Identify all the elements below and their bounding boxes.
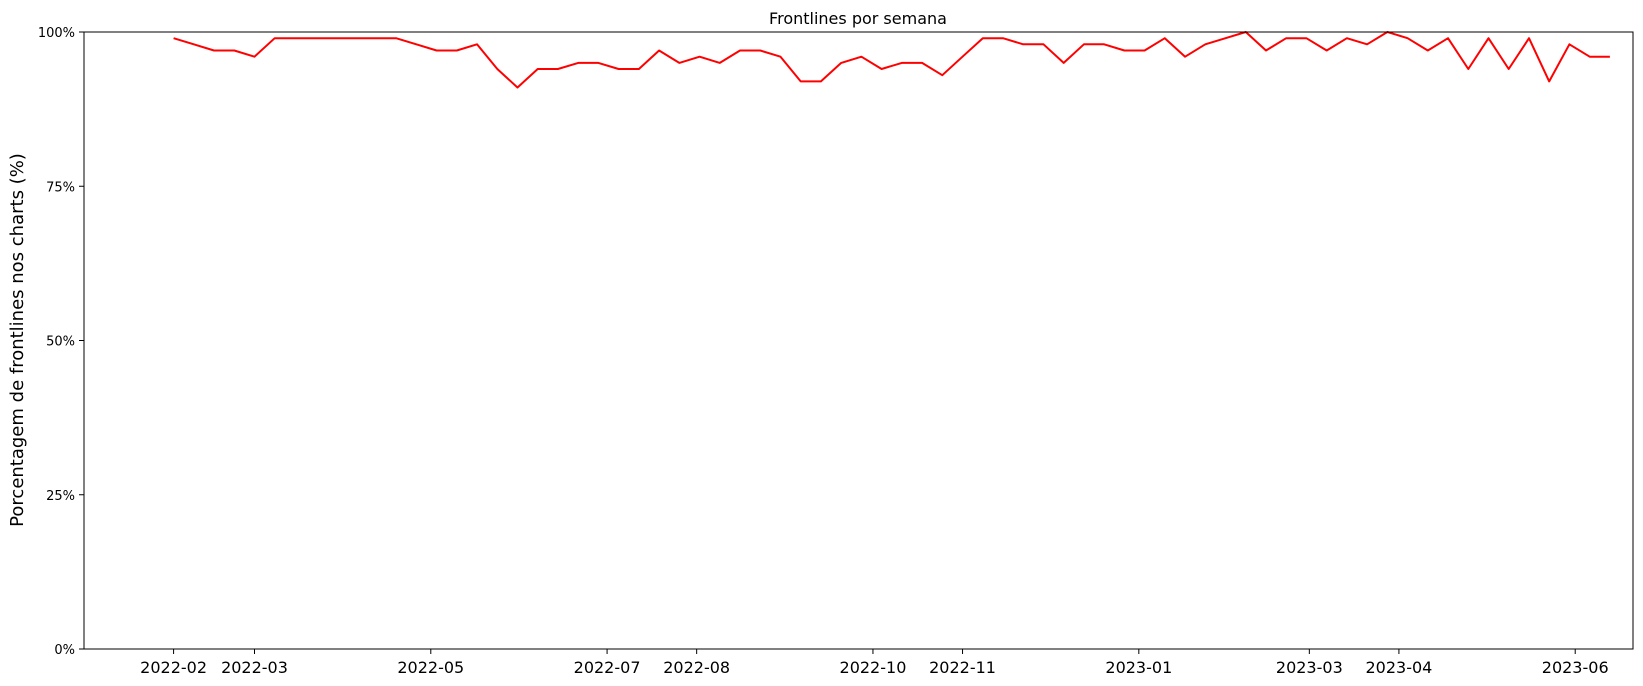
y-tick-label: 25% — [46, 489, 75, 504]
x-tick-label: 2022-08 — [663, 658, 730, 677]
y-tick-label: 0% — [54, 643, 75, 658]
y-axis-label: Porcentagem de frontlines nos charts (%) — [7, 153, 28, 527]
y-tick-label: 75% — [46, 180, 75, 195]
x-tick-label: 2023-03 — [1276, 658, 1343, 677]
chart-title: Frontlines por semana — [769, 9, 947, 28]
y-axis: 0% 25% 50% 75% 100% — [38, 26, 84, 658]
x-axis: 2022-02 2022-03 2022-05 2022-07 2022-08 2022-… — [140, 649, 1609, 677]
x-tick-label: 2022-05 — [397, 658, 464, 677]
x-tick-label: 2022-11 — [929, 658, 996, 677]
x-tick-label: 2022-07 — [574, 658, 641, 677]
x-tick-label: 2023-01 — [1105, 658, 1172, 677]
y-tick-label: 50% — [46, 335, 75, 350]
x-tick-label: 2023-06 — [1542, 658, 1609, 677]
y-tick-label: 100% — [38, 26, 75, 41]
x-tick-label: 2022-10 — [840, 658, 907, 677]
series-line — [173, 31, 1610, 89]
x-tick-label: 2022-03 — [221, 658, 288, 677]
plot-area — [173, 31, 1610, 89]
x-tick-label: 2022-02 — [140, 658, 207, 677]
plot-frame — [83, 31, 1634, 650]
x-tick-label: 2023-04 — [1365, 658, 1432, 677]
